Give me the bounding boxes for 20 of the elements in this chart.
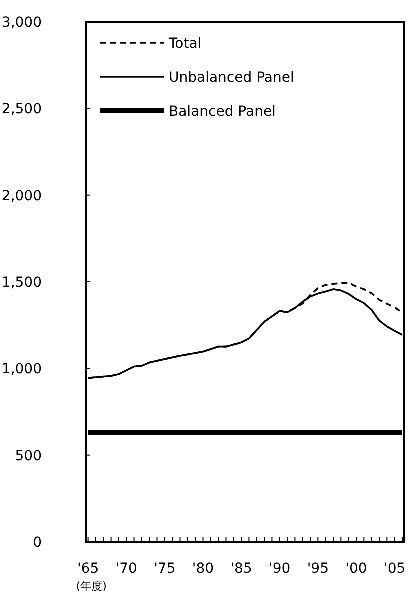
legend-label: Unbalanced Panel (169, 70, 294, 86)
x-tick-label: '65 (77, 561, 100, 577)
x-tick-label: '85 (230, 561, 252, 577)
y-tick-label: 1,000 (2, 362, 42, 378)
legend-label: Total (168, 36, 202, 52)
y-tick-label: 2,500 (2, 102, 42, 118)
y-tick-label: 2,000 (2, 188, 42, 204)
x-tick-label: '75 (154, 561, 176, 577)
x-tick-label: '90 (269, 561, 291, 577)
y-tick-label: 500 (15, 448, 42, 464)
y-tick-label: 3,000 (2, 15, 42, 31)
x-tick-label: '70 (116, 561, 138, 577)
x-tick-label: '05 (384, 561, 406, 577)
legend-label: Balanced Panel (169, 104, 276, 120)
x-axis-title: (年度) (76, 580, 107, 593)
y-tick-label: 1,500 (2, 275, 42, 291)
y-tick-label: 0 (33, 535, 42, 551)
x-tick-label: '00 (346, 561, 368, 577)
x-tick-label: '80 (192, 561, 214, 577)
x-tick-label: '95 (307, 561, 330, 577)
